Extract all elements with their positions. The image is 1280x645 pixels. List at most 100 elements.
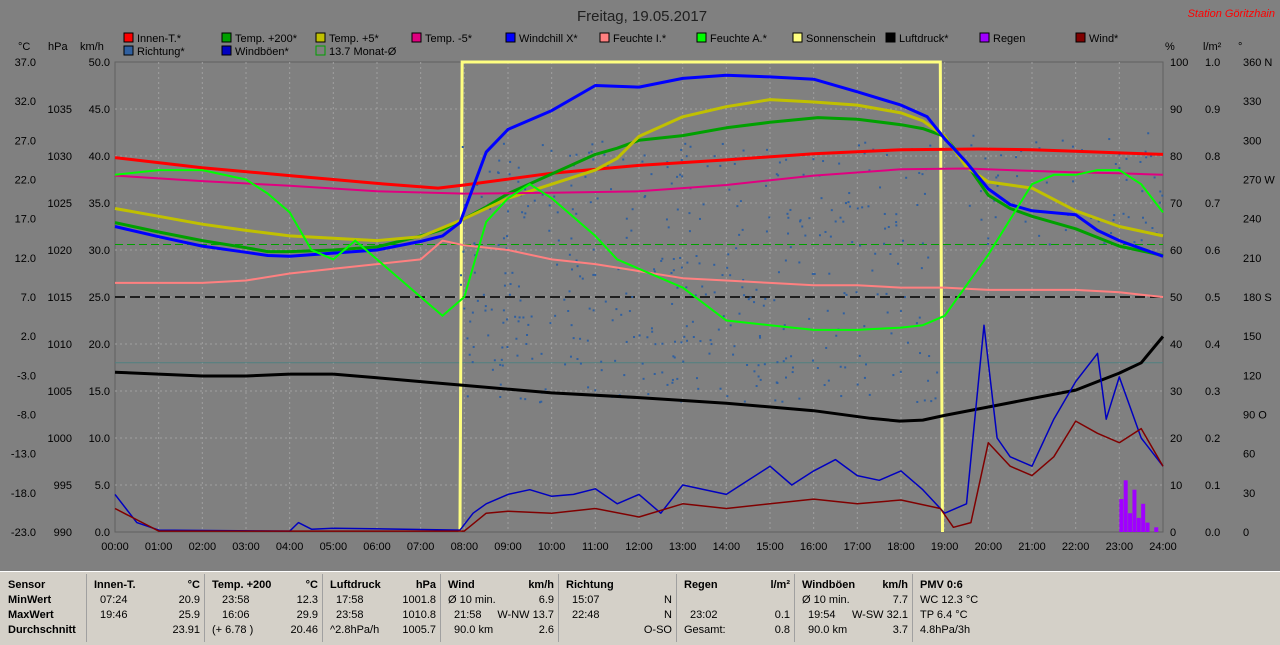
- richtung-point: [501, 364, 504, 367]
- richtung-point: [1150, 155, 1153, 158]
- richtung-point: [576, 265, 579, 268]
- richtung-point: [736, 205, 739, 208]
- legend-label: Wind*: [1089, 33, 1119, 45]
- direction-tick: 360 N: [1243, 57, 1272, 69]
- richtung-point: [498, 159, 501, 162]
- richtung-point: [781, 400, 784, 403]
- richtung-point: [1016, 175, 1019, 178]
- richtung-point: [741, 228, 744, 231]
- richtung-point: [763, 363, 766, 366]
- wind-min-value: 6.9: [538, 594, 554, 606]
- richtung-point: [1153, 176, 1156, 179]
- regen-unit: l/m²: [770, 579, 790, 591]
- richtung-point: [568, 290, 571, 293]
- celsius-tick: 22.0: [15, 175, 36, 187]
- legend-swatch: [979, 32, 990, 43]
- richtung-point: [604, 300, 607, 303]
- richtung-point: [1145, 156, 1148, 159]
- richtung-point: [564, 363, 567, 366]
- richtung-point: [589, 201, 592, 204]
- richtung-point: [885, 153, 888, 156]
- richtung-point: [588, 307, 591, 310]
- hpa-tick: 995: [54, 480, 72, 492]
- richtung-point: [509, 160, 512, 163]
- time-tick: 18:00: [887, 541, 915, 553]
- windboeen-avg-value: 3.7: [892, 624, 908, 636]
- richtung-point: [892, 374, 895, 377]
- richtung-point: [666, 166, 669, 169]
- richtung-point: [524, 212, 527, 215]
- richtung-point: [886, 311, 889, 314]
- celsius-tick: -13.0: [11, 449, 36, 461]
- richtung-point: [787, 232, 790, 235]
- richtung-point: [628, 310, 631, 313]
- celsius-tick: 37.0: [15, 57, 36, 69]
- richtung-point: [493, 359, 496, 362]
- richtung-point: [673, 356, 676, 359]
- richtung-point: [579, 275, 582, 278]
- richtung-point: [476, 299, 479, 302]
- richtung-point: [600, 369, 603, 372]
- richtung-point: [1118, 153, 1121, 156]
- richtung-point: [651, 330, 654, 333]
- richtung-point: [1140, 239, 1143, 242]
- richtung-point: [540, 352, 543, 355]
- richtung-point: [861, 206, 864, 209]
- richtung-point: [466, 337, 469, 340]
- rain-tick: 0.9: [1205, 104, 1220, 116]
- kmh-tick: 40.0: [89, 151, 110, 163]
- richtung-point: [899, 310, 902, 313]
- richtung-point: [643, 154, 646, 157]
- luftdruck-trend: ^2.8hPa/h: [330, 624, 380, 636]
- richtung-point: [766, 148, 769, 151]
- richtung-point: [592, 248, 595, 251]
- percent-tick: 90: [1170, 104, 1182, 116]
- richtung-point: [713, 291, 716, 294]
- legend-label: Luftdruck*: [899, 33, 949, 45]
- richtung-point: [1127, 216, 1130, 219]
- richtung-point: [1108, 138, 1111, 141]
- richtung-point: [685, 155, 688, 158]
- richtung-point: [864, 141, 867, 144]
- richtung-point: [847, 201, 850, 204]
- direction-tick: 90 O: [1243, 410, 1267, 422]
- temp-min-time: 23:58: [222, 594, 250, 606]
- richtung-point: [563, 298, 566, 301]
- time-tick: 13:00: [669, 541, 697, 553]
- richtung-point: [463, 307, 466, 310]
- legend-swatch: [315, 32, 326, 43]
- richtung-point: [600, 360, 603, 363]
- richtung-point: [753, 301, 756, 304]
- celsius-tick: 12.0: [15, 253, 36, 265]
- time-tick: 14:00: [713, 541, 741, 553]
- richtung-point: [522, 316, 525, 319]
- richtung-point: [936, 371, 939, 374]
- richtung-point: [865, 363, 868, 366]
- richtung-point: [719, 387, 722, 390]
- richtung-point: [918, 316, 921, 319]
- windboeen-max-time: 19:54: [808, 609, 836, 621]
- richtung-point: [790, 355, 793, 358]
- time-tick: 03:00: [232, 541, 260, 553]
- richtung-point: [665, 218, 668, 221]
- richtung-point: [1142, 216, 1145, 219]
- time-tick: 23:00: [1106, 541, 1134, 553]
- richtung-point: [812, 158, 815, 161]
- richtung-point: [844, 202, 847, 205]
- richtung-point: [548, 229, 551, 232]
- sunshine-series: [458, 60, 944, 533]
- richtung-point: [670, 182, 673, 185]
- kmh-tick: 15.0: [89, 386, 110, 398]
- direction-tick: 330: [1243, 96, 1261, 108]
- legend-swatch: [221, 32, 232, 43]
- richtung-point: [1144, 221, 1147, 224]
- richtung-point: [671, 302, 674, 305]
- hpa-tick: 1000: [48, 433, 72, 445]
- richtung-point: [468, 353, 471, 356]
- richtung-point: [682, 360, 685, 363]
- kmh-tick: 50.0: [89, 57, 110, 69]
- temp-series: [114, 116, 1164, 257]
- richtung-point: [710, 343, 713, 346]
- richtung-point: [647, 393, 650, 396]
- innen-unit: °C: [187, 579, 200, 591]
